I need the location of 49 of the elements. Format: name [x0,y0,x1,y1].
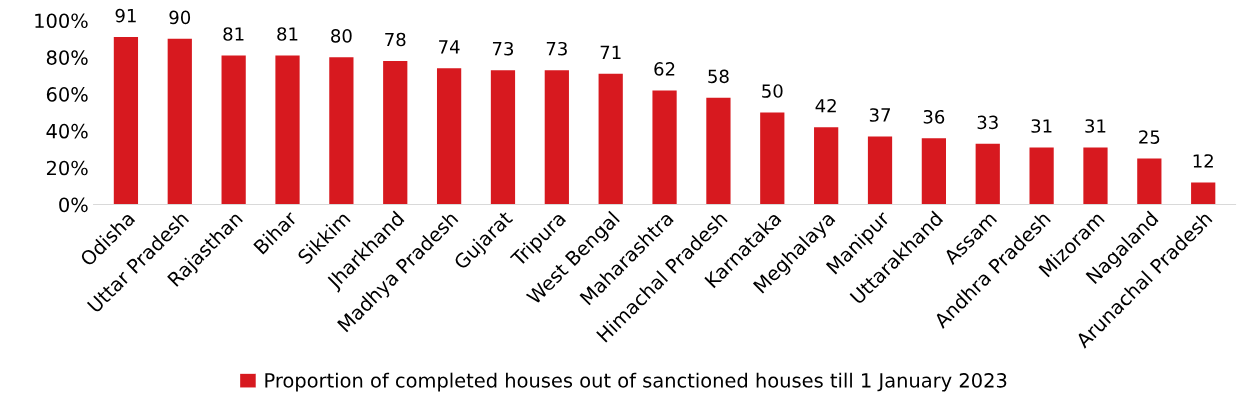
bar [814,127,839,205]
bar [275,55,300,205]
data-label: 80 [331,28,352,43]
data-label: 73 [492,41,514,56]
y-tick-label: 100% [35,13,88,29]
bar [1137,158,1162,205]
data-label: 36 [923,109,945,124]
bar [113,37,139,205]
y-tick-label: 60% [46,87,88,102]
data-label: 58 [708,69,729,84]
bar [652,90,677,205]
bar [706,97,731,205]
data-label: 31 [1085,119,1106,133]
data-label: 12 [1193,154,1213,168]
bar [383,60,408,205]
bar [167,38,192,205]
bar [329,57,354,205]
data-label: 33 [977,115,998,130]
bar [436,68,462,205]
data-label: 25 [1139,130,1160,144]
bar [544,70,569,205]
data-label: 73 [546,41,567,56]
data-label: 90 [169,10,191,25]
legend-label: Proportion of completed houses out of sanctioned houses till 1 January 2023 [265,372,1007,392]
data-label: 74 [439,40,460,54]
bar [1029,147,1054,205]
bar [921,138,946,205]
y-tick-label: 40% [46,123,88,139]
data-label: 78 [385,32,406,47]
bar [760,112,785,205]
data-label: 31 [1031,119,1052,133]
data-label: 71 [600,45,621,59]
data-label: 50 [762,84,783,98]
bar [975,143,1000,205]
bar [221,55,246,205]
data-label: 81 [277,27,298,41]
bar [867,136,893,205]
bar [1083,147,1108,205]
data-label: 91 [115,8,136,23]
bar [598,73,623,205]
bar [1191,182,1216,205]
y-tick-label: 20% [46,160,88,176]
data-label: 37 [869,108,890,122]
y-tick-label: 0% [59,197,88,213]
data-label: 62 [654,62,675,76]
data-label: 42 [815,98,836,113]
y-tick-label: 80% [46,50,88,65]
bar [490,70,516,205]
data-label: 81 [223,27,244,41]
